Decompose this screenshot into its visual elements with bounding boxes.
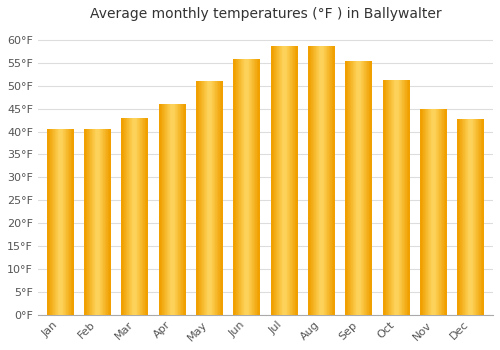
Title: Average monthly temperatures (°F ) in Ballywalter: Average monthly temperatures (°F ) in Ba… xyxy=(90,7,441,21)
